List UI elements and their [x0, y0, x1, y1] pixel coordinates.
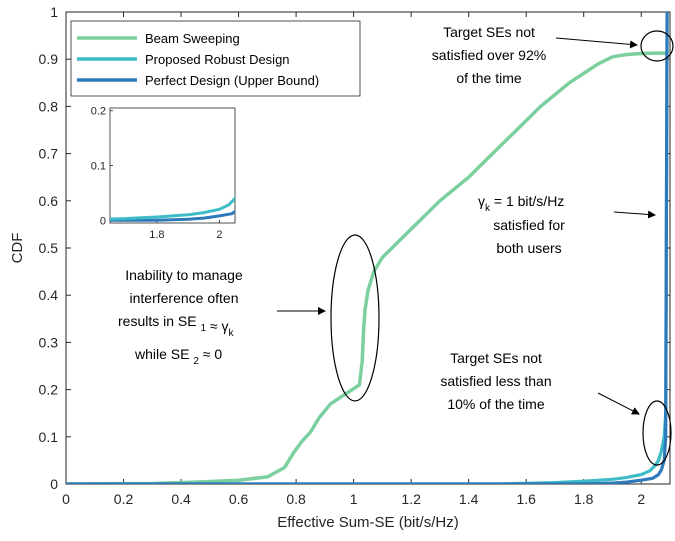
inset-y-tick-label: 0: [100, 215, 106, 227]
series-line-2: [66, 12, 669, 484]
arrow-bottom-right: [597, 392, 640, 415]
svg-text:satisfied less than: satisfied less than: [440, 373, 551, 389]
y-axis-label: CDF: [9, 233, 26, 264]
y-tick-label: 0.8: [39, 98, 59, 114]
svg-text:Target SEs not: Target SEs not: [443, 24, 535, 40]
y-tick-label: 0.2: [39, 382, 59, 398]
series-line-0: [66, 51, 668, 484]
x-tick-label: 0.2: [114, 491, 134, 507]
y-tick-label: 1: [50, 4, 58, 20]
series-lines: [66, 12, 669, 484]
x-tick-label: 1.2: [401, 491, 421, 507]
ellipse-bottom-right: [642, 400, 672, 466]
arrow-top-right: [555, 37, 638, 49]
x-tick-label: 1.6: [516, 491, 536, 507]
svg-text:interference often: interference often: [130, 290, 239, 306]
x-tick-label: 0.8: [286, 491, 306, 507]
inset-series-line-1: [110, 195, 235, 221]
annotation-top-right: Target SEs not satisfied over 92% of the…: [432, 24, 546, 86]
inset-plot: 1.8 2 0 0.1 0.2: [91, 106, 236, 241]
inset-frame: [109, 107, 236, 224]
svg-text:results in SE 1 ≈ γk: results in SE 1 ≈ γk: [118, 313, 235, 339]
y-tick-label: 0: [50, 476, 58, 492]
y-tick-label: 0.5: [39, 240, 59, 256]
y-tick-label: 0.3: [39, 334, 59, 350]
svg-text:satisfied for: satisfied for: [493, 217, 565, 233]
legend-label-proposed-robust: Proposed Robust Design: [145, 52, 290, 67]
inset-y-tick-label: 0.1: [91, 161, 106, 173]
annotation-interference: Inability to manage interference often r…: [118, 267, 243, 367]
inset-x-tick-label: 2: [216, 229, 222, 241]
svg-text:Inability to manage: Inability to manage: [125, 267, 243, 283]
annotation-gamma: γk = 1 bit/s/Hz satisfied for both users: [478, 193, 565, 256]
legend-label-beam-sweeping: Beam Sweeping: [145, 31, 240, 46]
x-tick-label: 1: [350, 491, 358, 507]
inset-y-tick-label: 0.2: [91, 106, 106, 118]
y-tick-label: 0.1: [39, 429, 59, 445]
ellipse-middle: [330, 234, 380, 402]
svg-text:10% of the time: 10% of the time: [447, 396, 544, 412]
svg-text:satisfied over 92%: satisfied over 92%: [432, 47, 546, 63]
y-tick-label: 0.9: [39, 51, 59, 67]
y-tick-label: 0.4: [39, 287, 59, 303]
arrow-mid-right: [613, 210, 656, 219]
y-tick-label: 0.7: [39, 146, 59, 162]
svg-text:while SE 2 ≈ 0: while SE 2 ≈ 0: [134, 346, 222, 367]
svg-text:both users: both users: [496, 240, 561, 256]
x-tick-label: 0: [62, 491, 70, 507]
svg-text:γk = 1 bit/s/Hz: γk = 1 bit/s/Hz: [478, 193, 564, 214]
inset-series-line-2: [110, 209, 235, 222]
y-tick-label: 0.6: [39, 193, 59, 209]
annotation-bottom-right: Target SEs not satisfied less than 10% o…: [440, 350, 551, 412]
axis-ticks: 0 0.2 0.4 0.6 0.8 1 1.2 1.4 1.6 1.8 2 0 0.1 0.2 0.3 0.4…: [39, 4, 670, 507]
x-tick-label: 0.6: [229, 491, 249, 507]
x-tick-label: 1.4: [459, 491, 479, 507]
inset-x-tick-label: 1.8: [149, 229, 164, 241]
svg-text:Target SEs not: Target SEs not: [450, 350, 542, 366]
x-tick-label: 0.4: [171, 491, 191, 507]
inset-axis-ticks: 1.8 2 0 0.1 0.2: [91, 106, 223, 241]
svg-text:of the time: of the time: [456, 70, 522, 86]
inset-series-lines: [110, 195, 235, 222]
x-tick-label: 2: [637, 491, 645, 507]
x-axis-label: Effective Sum-SE (bit/s/Hz): [277, 514, 458, 531]
legend: Beam Sweeping Proposed Robust Design Per…: [70, 20, 361, 97]
x-tick-label: 1.8: [574, 491, 594, 507]
series-line-1: [66, 12, 669, 484]
ellipse-top-right: [640, 30, 674, 62]
legend-label-perfect-design: Perfect Design (Upper Bound): [145, 73, 319, 88]
